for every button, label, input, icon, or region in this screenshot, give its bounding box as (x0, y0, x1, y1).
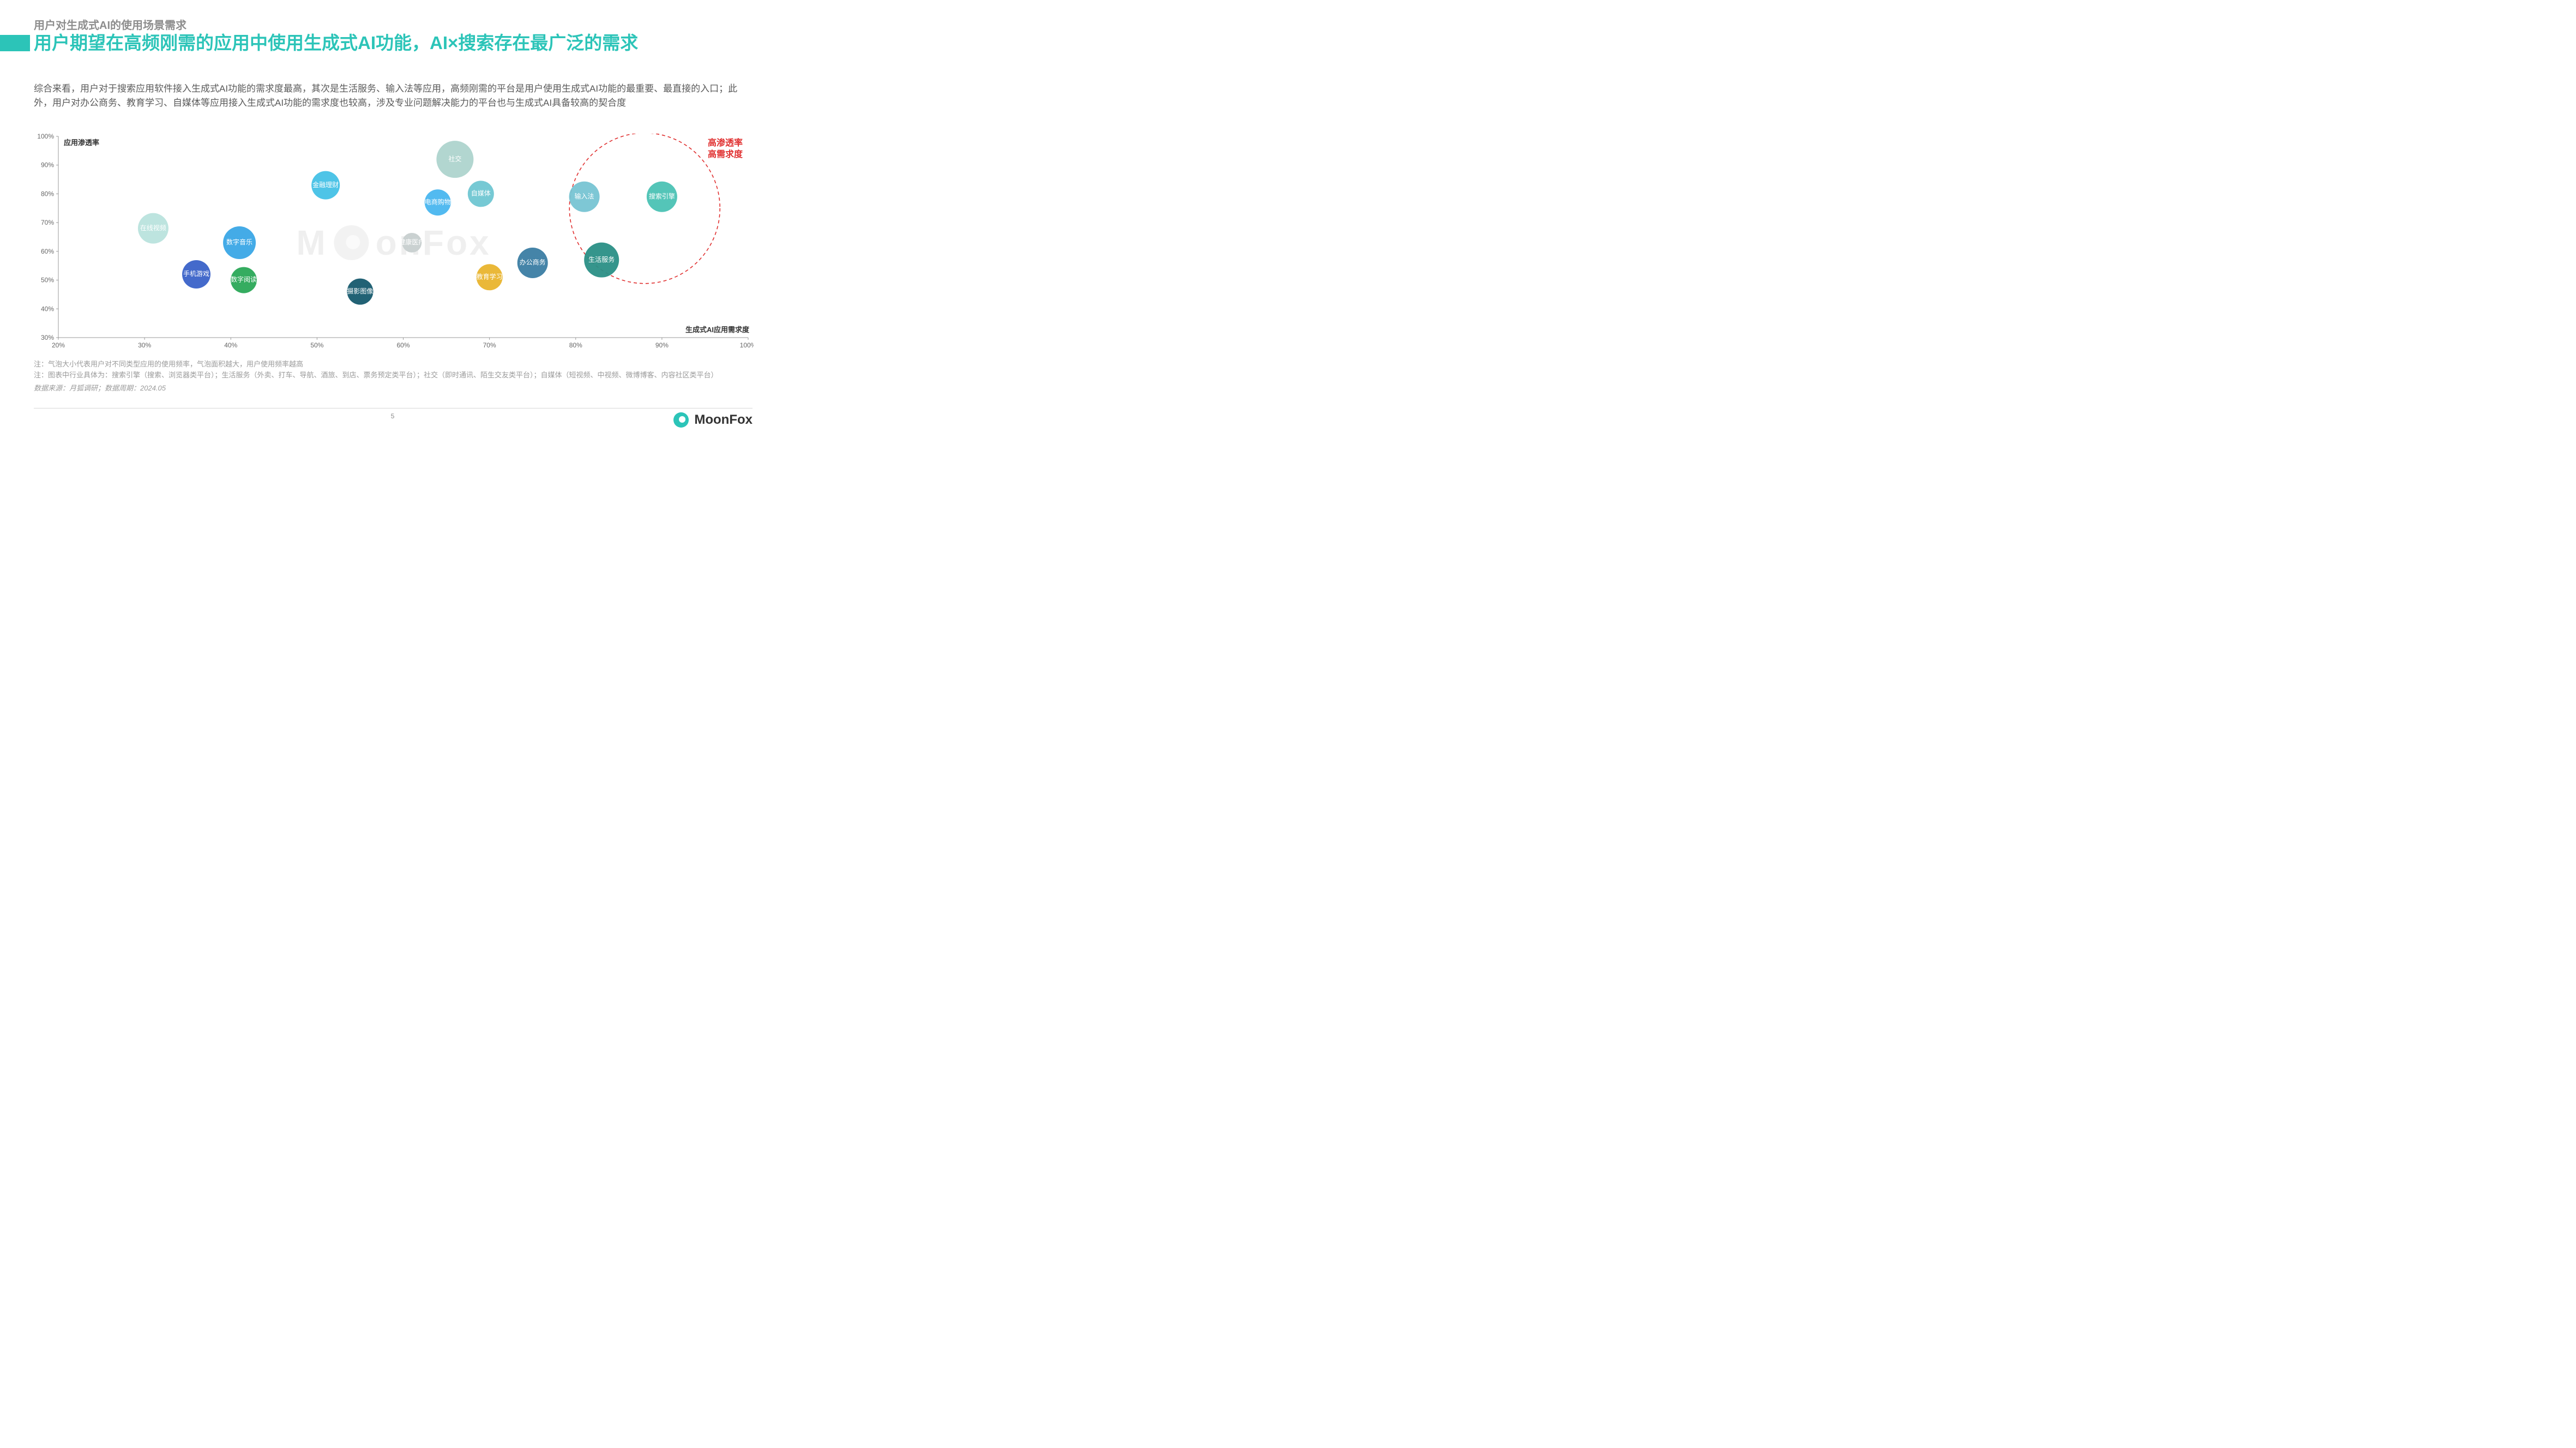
bubble-chart: M onFox 应用渗透率 生成式AI应用需求度 高渗透率 高需求度 30%40… (34, 134, 754, 352)
svg-text:摄影图像: 摄影图像 (347, 287, 373, 295)
svg-text:数字音乐: 数字音乐 (226, 238, 252, 246)
svg-text:20%: 20% (52, 341, 65, 349)
svg-text:40%: 40% (41, 305, 54, 313)
svg-text:数字阅读: 数字阅读 (231, 275, 257, 284)
svg-text:输入法: 输入法 (575, 192, 594, 200)
footnotes: 注：气泡大小代表用户对不同类型应用的使用频率，气泡面积越大，用户使用频率越高 注… (34, 359, 753, 394)
svg-text:30%: 30% (41, 334, 54, 341)
svg-text:搜索引擎: 搜索引擎 (649, 192, 675, 200)
svg-text:90%: 90% (41, 161, 54, 169)
svg-text:40%: 40% (224, 341, 237, 349)
footnote-2: 注：图表中行业具体为：搜索引擎（搜索、浏览器类平台）；生活服务（外卖、打车、导航… (34, 370, 753, 381)
svg-text:30%: 30% (138, 341, 151, 349)
brand-text: MoonFox (694, 412, 753, 428)
svg-text:70%: 70% (483, 341, 496, 349)
page-title: 用户期望在高频刚需的应用中使用生成式AI功能，AI×搜索存在最广泛的需求 (34, 32, 753, 54)
summary-paragraph: 综合来看，用户对于搜索应用软件接入生成式AI功能的需求度最高，其次是生活服务、输… (34, 82, 753, 110)
svg-text:在线视频: 在线视频 (140, 224, 166, 232)
svg-text:金融理财: 金融理财 (312, 181, 339, 189)
svg-text:教育学习: 教育学习 (477, 272, 503, 280)
svg-text:80%: 80% (569, 341, 582, 349)
accent-bar (0, 35, 30, 51)
chart-svg: 30%40%50%60%70%80%90%100%20%30%40%50%60%… (34, 134, 754, 352)
svg-text:100%: 100% (37, 134, 54, 140)
brand: MoonFox (673, 412, 753, 428)
svg-text:社交: 社交 (448, 154, 461, 163)
svg-text:80%: 80% (41, 190, 54, 197)
pretitle: 用户对生成式AI的使用场景需求 (34, 16, 186, 32)
svg-text:70%: 70% (41, 219, 54, 226)
svg-text:办公商务: 办公商务 (520, 258, 546, 266)
svg-text:90%: 90% (655, 341, 669, 349)
brand-icon (673, 412, 689, 428)
svg-text:自媒体: 自媒体 (471, 190, 491, 197)
page-number: 5 (391, 412, 395, 420)
svg-text:60%: 60% (41, 248, 54, 255)
svg-text:50%: 50% (41, 277, 54, 284)
footnote-source: 数据来源：月狐调研；数据周期：2024.05 (34, 383, 753, 394)
svg-text:健康医疗: 健康医疗 (399, 238, 425, 246)
svg-text:100%: 100% (740, 341, 754, 349)
svg-text:50%: 50% (310, 341, 323, 349)
svg-text:生活服务: 生活服务 (588, 255, 615, 263)
footnote-1: 注：气泡大小代表用户对不同类型应用的使用频率，气泡面积越大，用户使用频率越高 (34, 359, 753, 370)
svg-text:电商购物: 电商购物 (425, 197, 451, 206)
svg-text:60%: 60% (396, 341, 410, 349)
svg-text:手机游戏: 手机游戏 (183, 270, 209, 278)
